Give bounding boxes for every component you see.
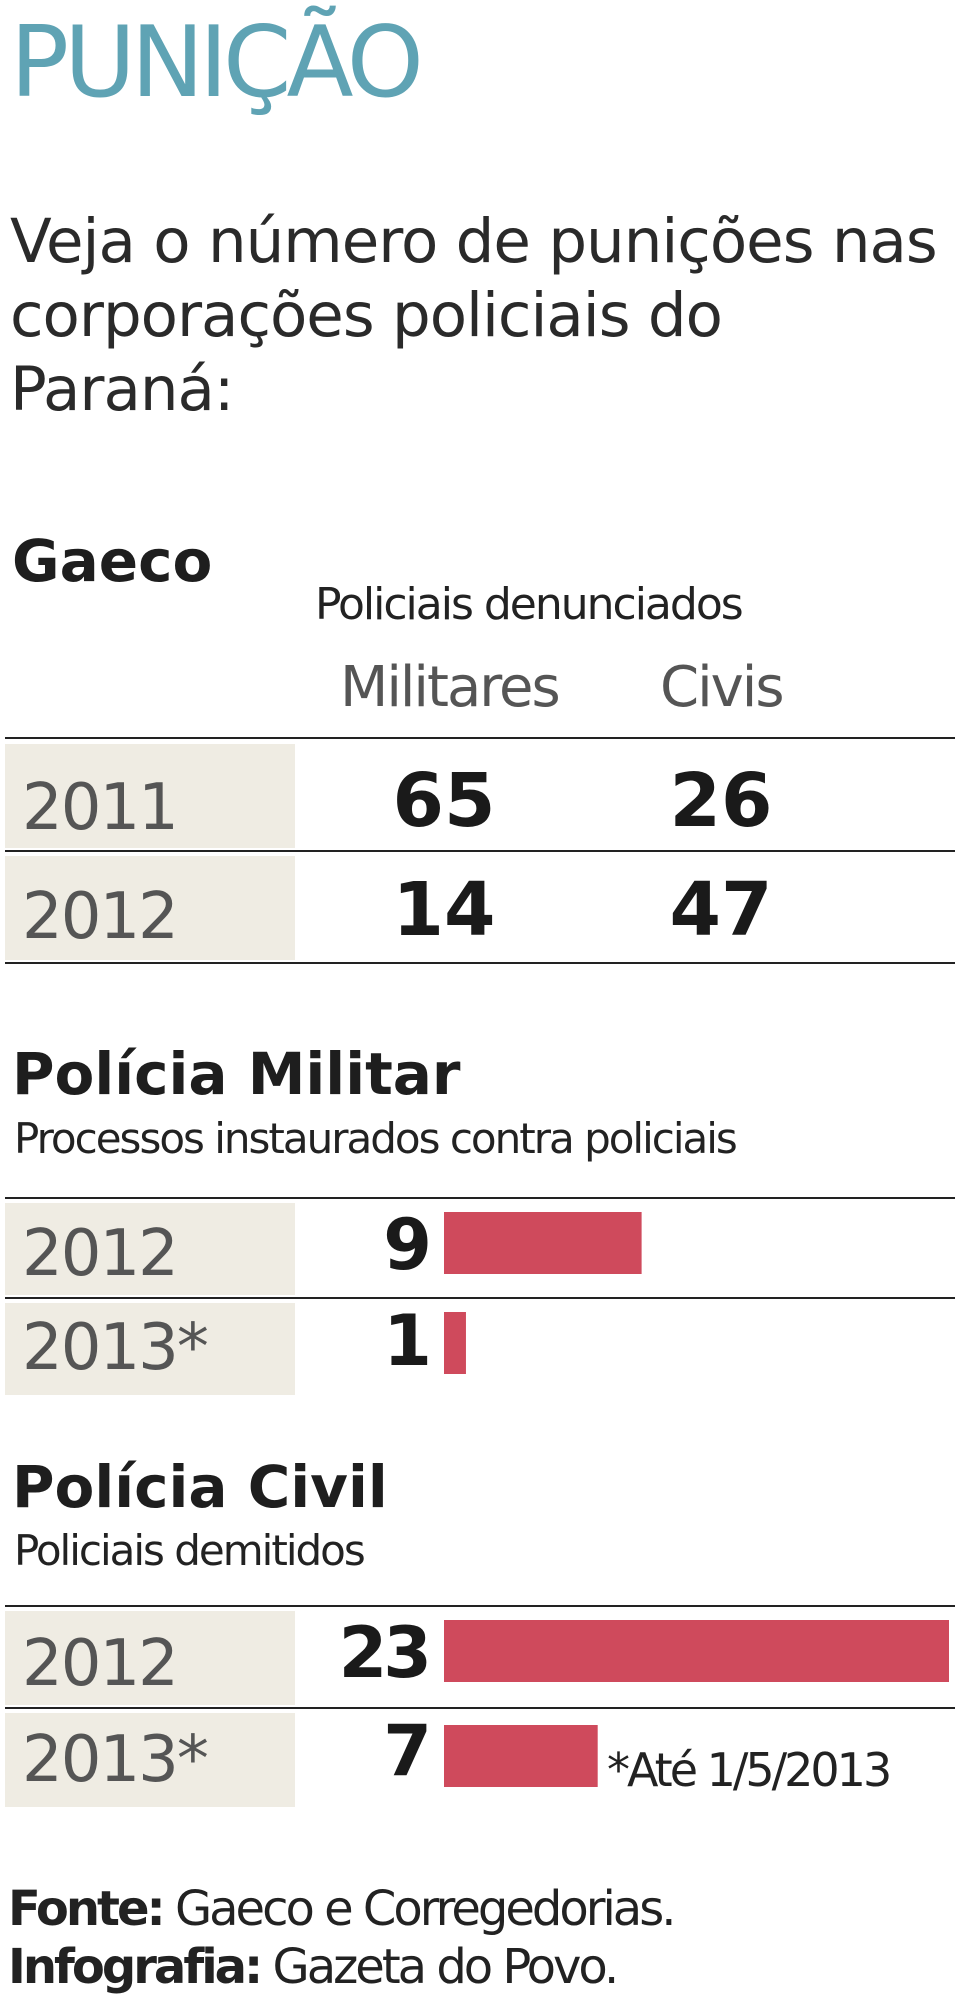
pm-bar-2013 (444, 1312, 466, 1374)
pm-value-label-2013: 1 (383, 1300, 432, 1382)
gaeco-value-militares-2011: 65 (392, 758, 496, 844)
pm-year-2013: 2013* (22, 1311, 209, 1385)
gaeco-subtitle: Policiais denunciados (315, 579, 744, 630)
pc-year-2013: 2013* (22, 1723, 209, 1797)
pm-bar-2012 (444, 1212, 642, 1274)
gaeco-year-2012: 2012 (22, 880, 179, 954)
source-label: Fonte: (8, 1881, 166, 1937)
headline: Veja o número de punições nas corporaçõe… (10, 206, 938, 425)
year-cell-bg (5, 1611, 295, 1705)
divider (5, 1297, 955, 1299)
date-footnote: *Até 1/5/2013 (607, 1743, 892, 1797)
divider (5, 962, 955, 964)
pm-value-label-2012: 9 (383, 1204, 432, 1286)
source-text: Gaeco e Corregedorias. (162, 1881, 677, 1937)
divider (5, 1707, 955, 1709)
pc-subtitle: Policiais demitidos (14, 1526, 366, 1575)
source-credit: Fonte: Gaeco e Corregedorias. (8, 1885, 676, 1933)
gaeco-value-civis-2011: 26 (669, 758, 773, 844)
gaeco-col-militares: Militares (340, 655, 561, 720)
pc-value-label-2013: 7 (383, 1710, 432, 1792)
gaeco-value-militares-2012: 14 (392, 867, 496, 953)
gaeco-col-civis: Civis (660, 655, 785, 720)
divider (5, 850, 955, 852)
pm-title: Polícia Militar (12, 1040, 461, 1108)
year-cell-bg (5, 856, 295, 960)
graphics-label: Infografia: (8, 1939, 263, 1995)
pm-year-2012: 2012 (22, 1217, 179, 1291)
gaeco-title: Gaeco (12, 527, 213, 595)
graphics-text: Gazeta do Povo. (260, 1939, 619, 1995)
pc-bar-2012 (444, 1620, 949, 1682)
gaeco-year-2011: 2011 (22, 771, 179, 845)
year-cell-bg (5, 1303, 295, 1395)
section-kicker: PUNIÇÃO (10, 6, 424, 120)
year-cell-bg (5, 1203, 295, 1295)
divider (5, 737, 955, 739)
pc-year-2012: 2012 (22, 1627, 179, 1701)
divider (5, 1605, 955, 1607)
year-cell-bg (5, 744, 295, 848)
pc-value-label-2012: 23 (338, 1612, 432, 1694)
gaeco-value-civis-2012: 47 (669, 867, 773, 953)
pc-bar-2013 (444, 1725, 598, 1787)
graphics-credit: Infografia: Gazeta do Povo. (8, 1943, 619, 1991)
divider (5, 1197, 955, 1199)
pm-subtitle: Processos instaurados contra policiais (14, 1114, 738, 1163)
year-cell-bg (5, 1713, 295, 1807)
pc-title: Polícia Civil (12, 1453, 388, 1521)
